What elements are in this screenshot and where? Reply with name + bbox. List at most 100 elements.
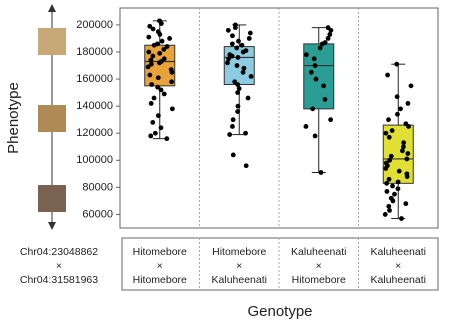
genotype-table [121, 237, 439, 291]
data-point [226, 56, 231, 62]
data-point [235, 109, 241, 114]
data-point [403, 201, 409, 207]
y-tick-label: 200000 [76, 19, 113, 31]
data-point [312, 63, 318, 68]
data-point [241, 65, 247, 71]
y-tick-label: 80000 [82, 181, 113, 193]
data-point [151, 95, 157, 101]
y-tick-label: 100000 [76, 154, 113, 166]
data-point [386, 134, 392, 140]
color-swatch [38, 28, 66, 55]
y-tick-label: 60000 [82, 208, 113, 220]
data-point [229, 41, 235, 47]
arrow-head [48, 222, 56, 230]
data-point [147, 72, 153, 78]
data-point [158, 125, 164, 131]
data-point [234, 63, 240, 68]
color-swatch [38, 105, 66, 132]
genotype-label: Kaluheenati [291, 246, 346, 258]
data-point [321, 83, 326, 89]
data-point [230, 33, 235, 39]
genotype-label: Hitomebore [212, 246, 266, 258]
data-point [155, 75, 161, 81]
data-point [235, 103, 241, 109]
data-point [151, 42, 157, 48]
data-point [394, 61, 400, 67]
data-point [388, 153, 394, 159]
data-point [157, 32, 163, 37]
data-point [169, 79, 174, 85]
genotype-label: Kaluheenati [212, 274, 267, 286]
color-swatch [38, 185, 66, 212]
genotype-label: Kaluheenati [371, 246, 426, 258]
data-point [230, 117, 236, 123]
data-point [386, 203, 392, 209]
data-point [404, 174, 410, 179]
data-point [161, 91, 167, 97]
data-point [164, 44, 170, 49]
data-point [386, 176, 392, 182]
arrow-head [48, 4, 56, 12]
data-point [148, 61, 154, 67]
data-point [245, 95, 251, 101]
data-point [395, 111, 400, 117]
data-point [167, 36, 173, 41]
data-point [152, 130, 158, 136]
data-point [227, 132, 233, 137]
data-point [311, 56, 317, 62]
data-point [155, 84, 161, 90]
data-point [406, 124, 411, 129]
data-point [146, 49, 152, 55]
row-label: Chr04:31581963 [20, 274, 98, 286]
data-point [145, 64, 151, 70]
data-point [243, 163, 249, 169]
genotype-label: Hitomebore [133, 274, 187, 286]
data-point [383, 166, 389, 171]
data-point [148, 133, 154, 139]
data-point [157, 50, 163, 56]
data-point [383, 130, 389, 136]
data-point [394, 94, 400, 100]
data-point [396, 168, 402, 174]
data-point [387, 157, 393, 163]
data-point [235, 82, 241, 87]
data-point [235, 90, 241, 96]
data-point [395, 179, 401, 185]
y-tick-label: 160000 [76, 73, 113, 85]
data-point [246, 36, 252, 41]
data-point [164, 136, 170, 142]
genotype-label: Kaluheenati [371, 274, 426, 286]
data-point [384, 180, 390, 186]
data-point [248, 73, 254, 79]
genotype-label: Hitomebore [292, 274, 346, 286]
data-point [325, 36, 331, 41]
data-point [405, 151, 411, 156]
data-point [169, 69, 175, 75]
data-point [328, 117, 334, 123]
data-point [319, 41, 325, 47]
data-point [161, 46, 167, 52]
x-axis-title: Genotype [247, 303, 312, 320]
data-point [382, 212, 388, 217]
y-tick-label: 180000 [76, 46, 113, 58]
data-point [395, 186, 401, 192]
genotype-label: × [157, 260, 163, 272]
data-point [405, 101, 411, 106]
data-point [401, 140, 407, 146]
data-point [230, 152, 236, 158]
data-point [328, 27, 334, 33]
row-label: × [56, 260, 62, 272]
data-point [159, 38, 165, 44]
data-point [392, 191, 397, 197]
data-point [390, 183, 395, 189]
data-point [169, 106, 175, 112]
data-point [303, 124, 309, 129]
genotype-label: × [395, 260, 401, 272]
data-point [150, 53, 156, 59]
data-point [225, 60, 230, 66]
y-tick-label: 140000 [76, 100, 113, 112]
data-point [243, 130, 248, 136]
y-tick-label: 120000 [76, 127, 113, 139]
data-point [386, 117, 391, 123]
